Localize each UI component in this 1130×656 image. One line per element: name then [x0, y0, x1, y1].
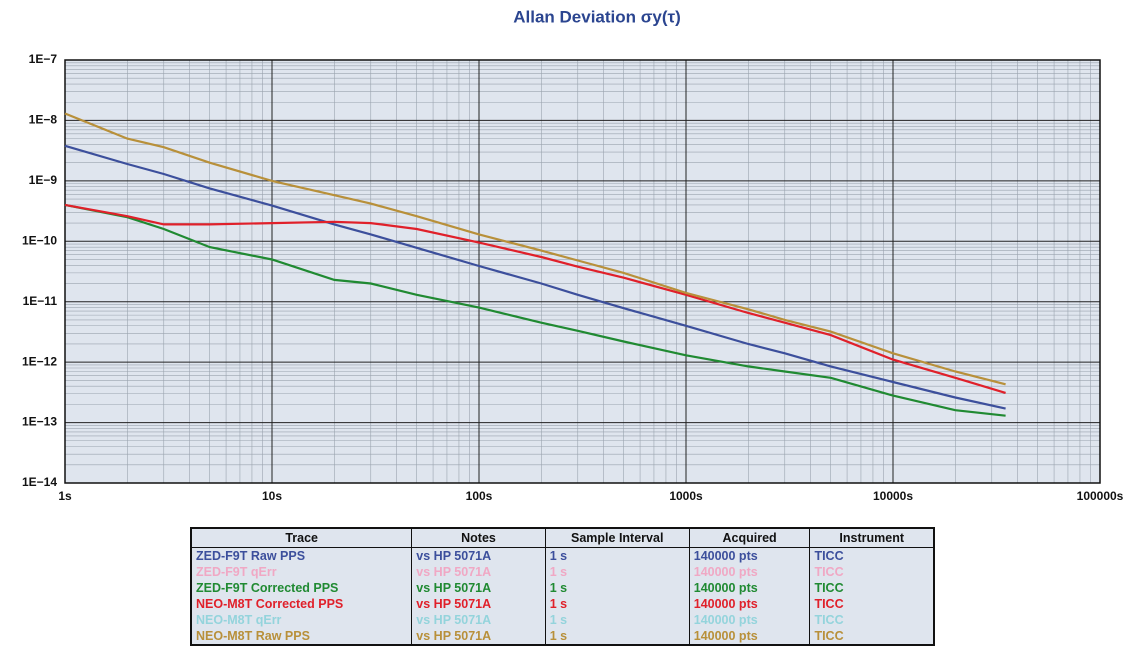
x-tick-label: 1000s	[669, 489, 703, 503]
table-cell: TICC	[809, 628, 935, 645]
y-tick-label: 1E−10	[22, 233, 57, 247]
table-cell: 140000 pts	[688, 564, 811, 580]
table-row: ZED-F9T Raw PPS vs HP 5071A 1 s 140000 pts T…	[190, 547, 935, 564]
y-tick-label: 1E−14	[22, 475, 57, 489]
column-header: Notes	[411, 527, 546, 548]
y-tick-label: 1E−12	[22, 354, 57, 368]
table-cell: 1 s	[544, 564, 690, 580]
column-header: Acquired	[688, 527, 811, 548]
table-cell: TICC	[809, 596, 935, 612]
table-cell: 1 s	[544, 596, 690, 612]
table-cell: vs HP 5071A	[411, 564, 546, 580]
table-cell: 140000 pts	[688, 596, 811, 612]
table-row: NEO-M8T qErr vs HP 5071A 1 s 140000 pts TICC	[190, 612, 935, 628]
chart-title: Allan Deviation σy(τ)	[513, 7, 681, 26]
column-header: Sample Interval	[544, 527, 690, 548]
x-tick-label: 100000s	[1077, 489, 1124, 503]
x-tick-label: 10s	[262, 489, 282, 503]
table-cell: ZED-F9T qErr	[190, 564, 413, 580]
table-cell: NEO-M8T Raw PPS	[190, 628, 413, 645]
table-cell: NEO-M8T qErr	[190, 612, 413, 628]
minor-grid	[65, 60, 1100, 483]
table-cell: ZED-F9T Raw PPS	[190, 547, 413, 564]
series-line	[64, 203, 1006, 417]
table-row: NEO-M8T Raw PPS vs HP 5071A 1 s 140000 pts T…	[190, 628, 935, 645]
series-line	[64, 144, 1006, 410]
table-row: NEO-M8T Corrected PPS vs HP 5071A 1 s 14000…	[190, 596, 935, 612]
table-row: ZED-F9T qErr vs HP 5071A 1 s 140000 pts TICC	[190, 564, 935, 580]
y-tick-label: 1E−8	[29, 113, 58, 127]
table-cell: vs HP 5071A	[411, 612, 546, 628]
table-cell: 1 s	[544, 580, 690, 596]
table-cell: vs HP 5071A	[411, 547, 546, 564]
plot-frame	[64, 59, 1101, 484]
table-cell: 1 s	[544, 612, 690, 628]
x-tick-label: 100s	[466, 489, 493, 503]
table-cell: TICC	[809, 547, 935, 564]
table-cell: 1 s	[544, 628, 690, 645]
table-header: Trace Notes Sample Interval Acquired Instrum…	[190, 527, 935, 548]
table-cell: vs HP 5071A	[411, 580, 546, 596]
x-tick-label: 10000s	[873, 489, 913, 503]
plot-area	[65, 60, 1100, 483]
table-cell: 140000 pts	[688, 580, 811, 596]
series-line	[64, 203, 1006, 394]
table-cell: ZED-F9T Corrected PPS	[190, 580, 413, 596]
y-tick-label: 1E−13	[22, 415, 57, 429]
y-tick-label: 1E−9	[29, 173, 58, 187]
table-row: ZED-F9T Corrected PPS vs HP 5071A 1 s 14000…	[190, 580, 935, 596]
table-cell: NEO-M8T Corrected PPS	[190, 596, 413, 612]
table-cell: TICC	[809, 564, 935, 580]
table-cell: TICC	[809, 580, 935, 596]
table-cell: 140000 pts	[688, 628, 811, 645]
legend-table: Trace Notes Sample Interval Acquired Instrum…	[190, 527, 935, 646]
table-cell: 140000 pts	[688, 612, 811, 628]
column-header: Instrument	[809, 527, 935, 548]
series-line	[64, 112, 1006, 386]
y-tick-label: 1E−7	[29, 52, 58, 66]
x-tick-label: 1s	[58, 489, 72, 503]
chart: Allan Deviation σy(τ) 1s 10s 100s 1000s 1000…	[22, 7, 1124, 503]
column-header: Trace	[190, 527, 413, 548]
table-cell: vs HP 5071A	[411, 596, 546, 612]
table-cell: TICC	[809, 612, 935, 628]
table-cell: 1 s	[544, 547, 690, 564]
y-tick-label: 1E−11	[23, 294, 58, 308]
table-cell: vs HP 5071A	[411, 628, 546, 645]
table-cell: 140000 pts	[688, 547, 811, 564]
